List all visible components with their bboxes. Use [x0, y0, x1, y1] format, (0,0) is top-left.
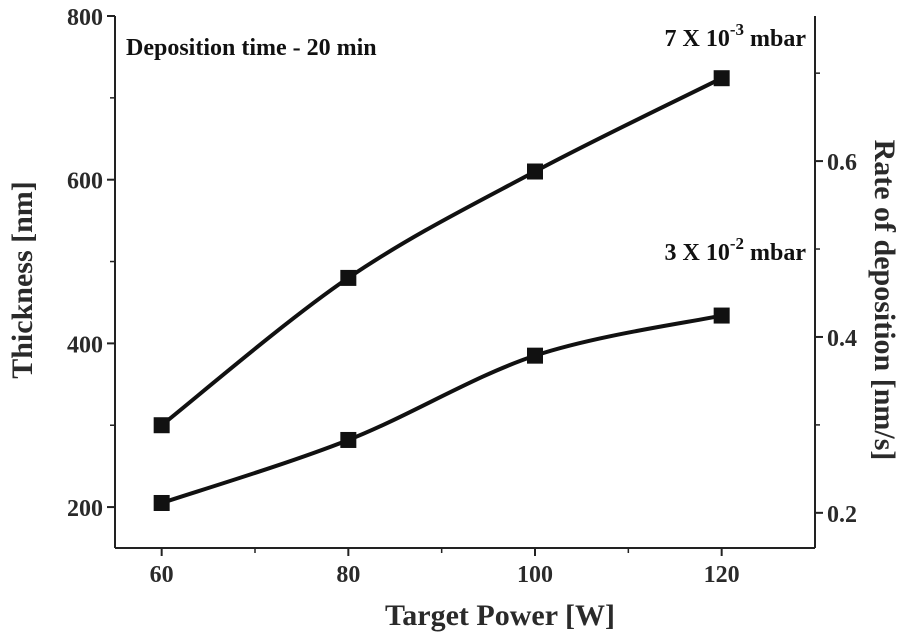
x-tick-label-120: 120: [704, 562, 740, 588]
y-tick-label-600: 600: [67, 169, 103, 195]
y-tick-label-800: 800: [67, 5, 103, 31]
y2-axis-title: Rate of deposition [nm/s]: [868, 140, 901, 461]
x-axis-title: Target Power [W]: [385, 599, 615, 632]
x-tick-label-100: 100: [517, 562, 553, 588]
series-0-point-100: [527, 163, 543, 180]
annotation-deposition-time: Deposition time - 20 min: [126, 35, 377, 61]
series-1-point-120: [713, 307, 730, 324]
y-tick-label-200: 200: [67, 496, 103, 522]
series-0-point-80: [340, 269, 357, 286]
x-tick-label-80: 80: [336, 562, 360, 588]
series: [153, 70, 730, 511]
ticks: [107, 15, 823, 556]
annotation-7e-3-mbar: 7 X 10-3 mbar: [664, 20, 806, 52]
series-0-point-60: [153, 417, 170, 434]
series-1-point-80: [340, 431, 357, 448]
y2-tick-label-0: 0.2: [827, 502, 857, 528]
y2-tick-label-1: 0.4: [827, 326, 857, 352]
series-line-1: [161, 313, 723, 505]
x-tick-label-60: 60: [150, 562, 174, 588]
labels: 60 80 100 120 200 400 600 800 0.2 0.4 0.6: [67, 5, 857, 588]
annotation-3e-2-mbar: 3 X 10-2 mbar: [664, 234, 806, 266]
series-1-point-100: [527, 347, 543, 364]
series-line-0: [160, 76, 723, 427]
y-axis-title: Thickness [nm]: [6, 181, 39, 379]
y-tick-label-400: 400: [67, 332, 103, 358]
series-0-point-120: [713, 70, 730, 87]
axes: [114, 16, 816, 549]
series-1-point-60: [153, 494, 170, 511]
y2-tick-label-2: 0.6: [827, 150, 857, 176]
